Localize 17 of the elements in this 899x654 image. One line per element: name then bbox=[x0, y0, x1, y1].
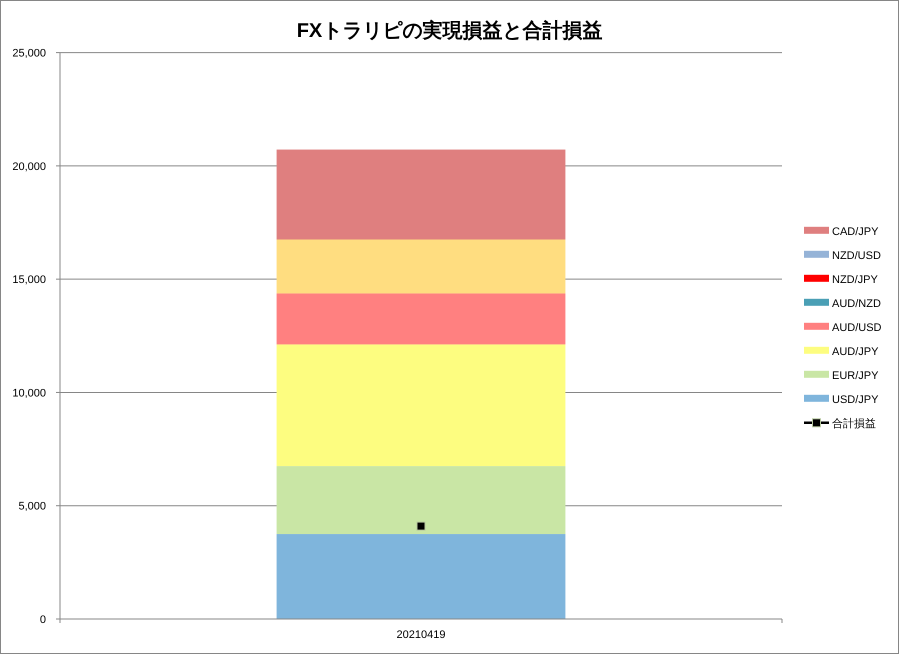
y-tick-label: 20,000 bbox=[12, 160, 46, 173]
y-tick-label: 0 bbox=[40, 614, 46, 626]
y-tick-label: 25,000 bbox=[12, 48, 46, 60]
legend-label: AUD/USD bbox=[832, 322, 882, 334]
legend-label: AUD/NZD bbox=[832, 298, 881, 310]
chart-title: FXトラリピの実現損益と合計損益 bbox=[296, 19, 602, 42]
legend-label: CAD/JPY bbox=[832, 226, 880, 238]
legend-label: EUR/JPY bbox=[832, 370, 880, 382]
y-tick-label: 15,000 bbox=[12, 274, 46, 286]
legend-label: USD/JPY bbox=[832, 394, 880, 406]
legend-label: AUD/JPY bbox=[832, 346, 880, 358]
y-tick-label: 5,000 bbox=[18, 500, 46, 513]
x-tick-label: 20210419 bbox=[396, 629, 446, 641]
legend-label: NZD/USD bbox=[832, 250, 881, 262]
legend-label: 合計損益 bbox=[832, 416, 876, 430]
legend-label: NZD/JPY bbox=[832, 274, 878, 286]
y-tick-label: 10,000 bbox=[12, 387, 46, 400]
